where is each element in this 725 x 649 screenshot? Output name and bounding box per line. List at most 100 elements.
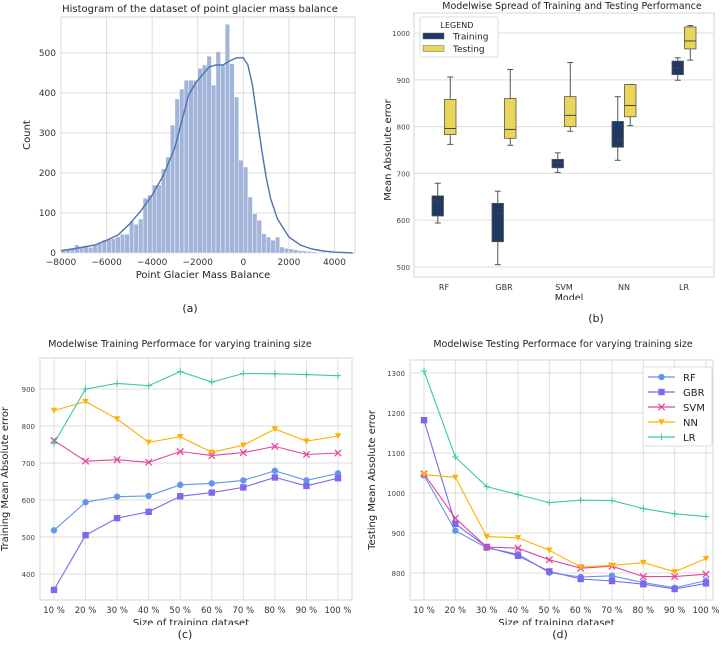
series-rf — [50, 467, 342, 534]
histogram-bar — [293, 249, 299, 254]
histogram-bar — [115, 236, 121, 254]
data-point — [240, 484, 247, 491]
x-tick-label: 20 % — [445, 606, 467, 616]
data-point — [303, 477, 310, 484]
legend-label-gbr: GBR — [683, 388, 705, 399]
data-point — [271, 474, 279, 481]
data-point — [546, 568, 553, 575]
data-point — [640, 581, 647, 588]
histogram-bar — [247, 196, 253, 254]
histogram-bar — [138, 218, 144, 254]
y-tick-label: 500 — [397, 264, 410, 272]
box-training — [671, 57, 684, 81]
series-line — [423, 370, 707, 518]
box-iqr — [624, 84, 637, 118]
histogram-bar — [229, 63, 235, 254]
histogram-bar — [106, 239, 112, 254]
histogram-bar — [316, 251, 322, 254]
histogram-bar — [124, 233, 130, 254]
legend-marker-nn — [658, 419, 665, 426]
histogram-bar — [220, 64, 226, 254]
box-testing — [444, 76, 457, 145]
histogram-bar — [284, 247, 290, 254]
data-point — [451, 514, 459, 522]
legend-swatch-training — [422, 32, 445, 40]
y-tick-label: 700 — [22, 460, 35, 468]
x-tick-label: 80 % — [264, 606, 286, 616]
histogram-bar — [188, 79, 194, 254]
data-point — [334, 470, 342, 477]
y-tick-label: 800 — [397, 124, 410, 132]
series-line — [53, 371, 339, 444]
series-line — [423, 473, 707, 578]
histogram-bar — [174, 98, 180, 254]
x-tick-label: 70 % — [233, 606, 255, 616]
data-point — [145, 492, 152, 500]
data-point — [514, 544, 522, 552]
legend-box — [642, 366, 713, 447]
y-axis-label: Testing Mean Absolute error — [367, 409, 378, 551]
x-tick-label: SVM — [555, 283, 573, 292]
data-point — [208, 480, 215, 487]
histogram-bar — [202, 64, 208, 254]
data-point — [420, 471, 428, 478]
data-point — [452, 520, 459, 527]
x-axis-label: Model — [555, 293, 584, 300]
histogram-bar — [110, 238, 116, 254]
y-tick-label: 100 — [39, 209, 56, 219]
histogram-bar — [256, 219, 262, 254]
caption-d: (d) — [552, 628, 568, 641]
x-tick-label: 10 % — [43, 606, 65, 616]
data-point — [145, 508, 152, 516]
box-training — [551, 152, 564, 173]
histogram-bar — [83, 246, 89, 254]
histogram-bar — [211, 84, 217, 254]
series-line — [423, 420, 707, 590]
legend-marker-svm — [657, 403, 666, 411]
data-point — [577, 497, 584, 504]
chart-b-boxplot: 500 600 700 800 900 1000 RF GBR SVM NN LR Modelwise… — [383, 1, 715, 300]
box-testing — [684, 25, 697, 61]
series-nn — [50, 398, 342, 456]
histogram-bar — [129, 221, 135, 254]
data-point — [177, 481, 184, 489]
box-iqr — [551, 158, 564, 169]
data-point — [113, 514, 121, 522]
box-iqr — [444, 99, 457, 135]
data-point — [208, 451, 216, 460]
y-tick-label: 1100 — [387, 450, 405, 458]
y-tick-label: 800 — [392, 570, 405, 578]
data-point — [334, 433, 342, 440]
legend-label-svm: SVM — [683, 403, 705, 414]
x-tick-label: 4000 — [323, 258, 346, 268]
x-tick-label: 60 % — [201, 606, 223, 616]
box-training — [491, 190, 504, 266]
series-line — [53, 470, 339, 531]
chart-title: Modelwise Training Performace for varyin… — [48, 339, 312, 350]
y-tick-label: 0 — [50, 249, 56, 259]
data-point — [208, 449, 215, 456]
x-tick-label: 100 % — [324, 606, 351, 616]
chart-title: Histogram of the dataset of point glacie… — [62, 4, 338, 15]
caption-a: (a) — [182, 302, 198, 315]
x-tick-label: 50 % — [169, 606, 191, 616]
y-tick-label: 200 — [39, 169, 56, 179]
data-point — [50, 407, 58, 414]
y-tick-label: 1200 — [387, 410, 405, 418]
data-point — [176, 447, 184, 456]
data-point — [177, 434, 184, 440]
y-tick-label: 600 — [397, 217, 410, 225]
data-point — [239, 448, 247, 457]
data-point — [82, 531, 89, 539]
x-tick-label: 100 % — [692, 606, 719, 616]
x-tick-label: 80 % — [633, 606, 655, 616]
series-line — [53, 439, 339, 463]
box-iqr — [564, 96, 577, 128]
data-point — [271, 467, 279, 474]
series-lr — [50, 368, 342, 447]
data-point — [302, 450, 311, 459]
x-tick-label: 40 % — [138, 606, 160, 616]
y-tick-label: 800 — [22, 423, 35, 431]
data-point — [303, 371, 310, 378]
box-iqr — [504, 98, 517, 139]
